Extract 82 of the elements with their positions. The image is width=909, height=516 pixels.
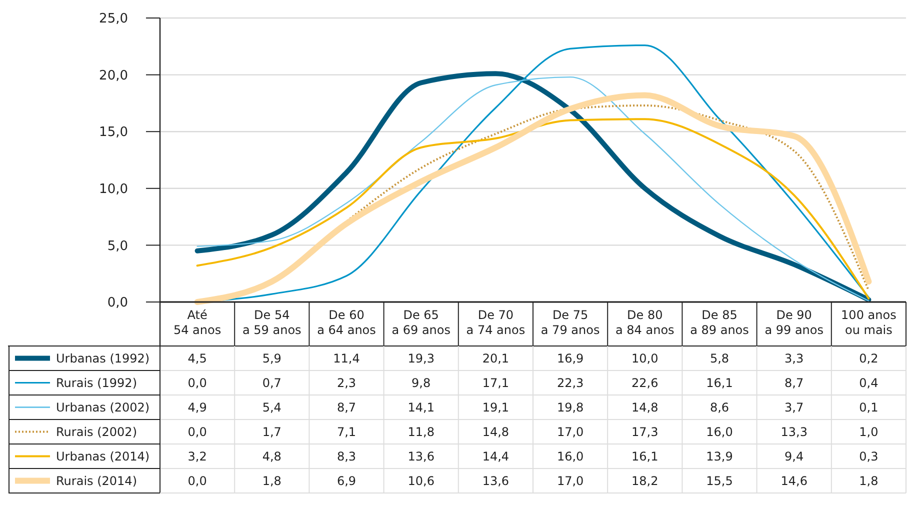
data-label: 17,0 bbox=[556, 474, 584, 488]
y-tick-label: 0,0 bbox=[107, 296, 128, 311]
x-tick-label: De 85 a 89 anos bbox=[690, 308, 749, 337]
data-label: 0,7 bbox=[262, 376, 282, 390]
data-label: 0,3 bbox=[859, 449, 878, 464]
data-label: 9,4 bbox=[784, 449, 804, 464]
data-label: 19,3 bbox=[408, 351, 434, 366]
data-label: 13,3 bbox=[780, 424, 808, 439]
data-label: 5,8 bbox=[710, 351, 730, 366]
data-label: 9,8 bbox=[412, 376, 431, 390]
x-tick-label: De 65 a 69 anos bbox=[392, 308, 451, 337]
y-tick-label: 15,0 bbox=[99, 125, 128, 140]
data-label: 0,0 bbox=[188, 376, 207, 390]
data-label: 14,1 bbox=[408, 400, 434, 414]
data-label: 3,3 bbox=[784, 351, 804, 366]
data-label: 3,7 bbox=[784, 400, 804, 414]
legend-label: Rurais (1992) bbox=[56, 376, 137, 390]
data-label: 0,2 bbox=[859, 351, 878, 366]
data-label: 8,6 bbox=[710, 400, 730, 414]
data-label: 13,6 bbox=[408, 449, 434, 464]
y-tick-label: 10,0 bbox=[99, 182, 128, 197]
data-label: 17,1 bbox=[482, 376, 510, 390]
legend-label: Rurais (2014) bbox=[56, 474, 137, 488]
data-label: 1,0 bbox=[859, 424, 878, 439]
data-label: 5,9 bbox=[262, 351, 282, 366]
x-tick-label: De 80 a 84 anos bbox=[615, 308, 674, 337]
data-label: 0,1 bbox=[859, 400, 878, 414]
y-tick-label: 25,0 bbox=[99, 12, 128, 27]
data-label: 10,6 bbox=[408, 474, 434, 488]
data-label: 13,6 bbox=[482, 474, 510, 488]
x-tick-label: De 60 a 64 anos bbox=[317, 308, 376, 337]
data-label: 8,7 bbox=[336, 400, 356, 414]
data-label: 0,4 bbox=[859, 376, 878, 390]
data-label: 15,5 bbox=[706, 474, 733, 488]
data-label: 14,4 bbox=[482, 449, 510, 464]
data-label: 1,8 bbox=[262, 474, 282, 488]
data-label: 4,5 bbox=[188, 351, 207, 366]
data-label: 11,4 bbox=[333, 351, 360, 366]
data-label: 16,1 bbox=[706, 376, 733, 390]
data-label: 1,7 bbox=[262, 424, 282, 439]
data-label: 13,9 bbox=[706, 449, 733, 464]
data-label: 19,8 bbox=[556, 400, 584, 414]
data-label: 22,3 bbox=[556, 376, 584, 390]
data-label: 14,8 bbox=[632, 400, 658, 414]
data-label: 19,1 bbox=[482, 400, 510, 414]
x-tick-label: De 90 a 99 anos bbox=[764, 308, 824, 337]
y-tick-label: 5,0 bbox=[107, 238, 128, 254]
data-label: 18,2 bbox=[632, 474, 658, 488]
data-label: 16,1 bbox=[632, 449, 658, 464]
data-label: 8,3 bbox=[336, 449, 356, 464]
legend-label: Urbanas (2014) bbox=[56, 449, 150, 464]
data-label: 20,1 bbox=[482, 351, 510, 366]
data-label: 1,8 bbox=[859, 474, 878, 488]
data-label: 7,1 bbox=[336, 424, 356, 439]
legend-label: Urbanas (2002) bbox=[56, 400, 150, 414]
data-label: 16,0 bbox=[556, 449, 584, 464]
data-label: 0,0 bbox=[188, 474, 207, 488]
data-label: 4,9 bbox=[188, 400, 207, 414]
x-tick-label: De 54 a 59 anos bbox=[242, 308, 302, 337]
data-label: 0,0 bbox=[188, 424, 207, 439]
data-label: 14,8 bbox=[482, 424, 510, 439]
data-label: 2,3 bbox=[336, 376, 356, 390]
data-label: 8,7 bbox=[784, 376, 804, 390]
data-label: 16,0 bbox=[706, 424, 733, 439]
data-label: 17,3 bbox=[632, 424, 658, 439]
data-label: 5,4 bbox=[262, 400, 282, 414]
data-label: 10,0 bbox=[632, 351, 658, 366]
data-label: 16,9 bbox=[556, 351, 584, 366]
data-label: 3,2 bbox=[188, 449, 207, 464]
x-tick-label: De 70 a 74 anos bbox=[466, 308, 526, 337]
data-label: 14,6 bbox=[780, 474, 808, 488]
data-label: 11,8 bbox=[408, 424, 434, 439]
legend-label: Urbanas (1992) bbox=[56, 351, 150, 366]
legend-label: Rurais (2002) bbox=[56, 424, 137, 439]
data-label: 22,6 bbox=[632, 376, 658, 390]
data-label: 6,9 bbox=[336, 474, 356, 488]
data-label: 17,0 bbox=[556, 424, 584, 439]
x-tick-label: De 75 a 79 anos bbox=[540, 308, 600, 337]
x-tick-label: Até 54 anos bbox=[173, 308, 222, 337]
y-tick-label: 20,0 bbox=[99, 68, 128, 84]
data-label: 4,8 bbox=[262, 449, 282, 464]
x-tick-label: 100 anos ou mais bbox=[841, 308, 896, 337]
